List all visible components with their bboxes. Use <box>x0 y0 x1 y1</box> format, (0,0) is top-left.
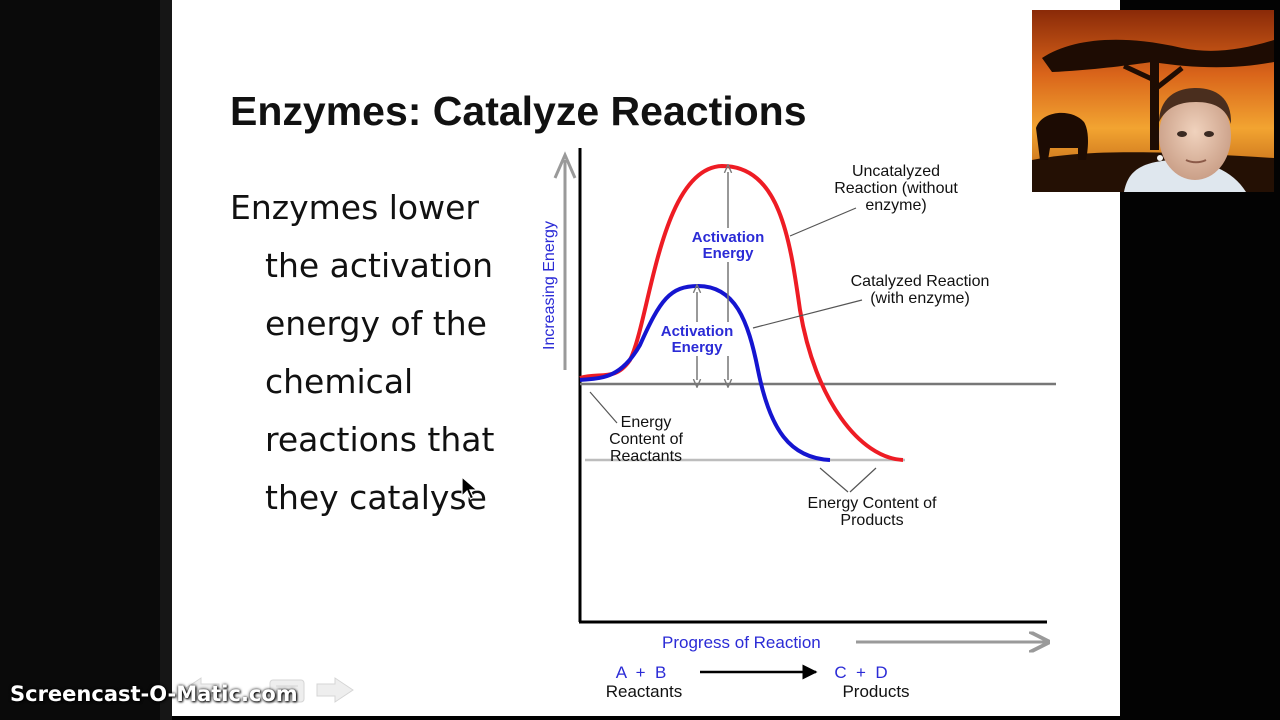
y-axis-label: Increasing Energy <box>541 221 558 350</box>
arrow-right-icon[interactable] <box>316 677 354 703</box>
body-line: the activation <box>265 246 494 285</box>
slide: Enzymes: Catalyze Reactions Enzymes lowe… <box>172 0 1120 716</box>
uncatalyzed-reaction-label: Uncatalyzed Reaction (without enzyme) <box>834 163 958 214</box>
body-line: reactions that <box>265 420 495 459</box>
screencast-watermark: Screencast-O-Matic.com <box>10 682 298 706</box>
slide-navigation <box>182 677 354 703</box>
body-line: energy of the <box>265 304 487 343</box>
reactants-word: Reactants <box>606 682 683 701</box>
leader-lines <box>589 207 877 493</box>
equation-reactants: A + B <box>616 663 667 682</box>
catalyzed-reaction-label: Catalyzed Reaction (with enzyme) <box>851 273 990 307</box>
products-energy-label: Energy Content of Products <box>808 495 938 529</box>
products-word: Products <box>842 682 909 701</box>
slide-title: Enzymes: Catalyze Reactions <box>230 88 807 134</box>
catalyzed-curve <box>579 283 831 462</box>
left-letterbox <box>0 0 172 720</box>
webcam-overlay <box>1032 10 1274 192</box>
body-line: Enzymes lower <box>230 188 479 227</box>
body-line: they catalyse <box>265 478 487 517</box>
slide-menu-icon[interactable] <box>269 679 305 703</box>
arrow-left-icon[interactable] <box>182 677 220 703</box>
letterbox-divider <box>160 0 172 720</box>
x-axis-label: Progress of Reaction <box>662 633 821 652</box>
catalyzed-activation-label: Activation Energy <box>661 323 734 356</box>
y-axis-arrow <box>553 151 577 370</box>
uncatalyzed-activation-label: Activation Energy <box>692 229 765 262</box>
mouse-cursor-icon <box>461 476 479 500</box>
reactants-energy-label: Energy Content of Reactants <box>609 414 683 465</box>
equation-products: C + D <box>834 663 887 682</box>
body-line: chemical <box>265 362 414 401</box>
